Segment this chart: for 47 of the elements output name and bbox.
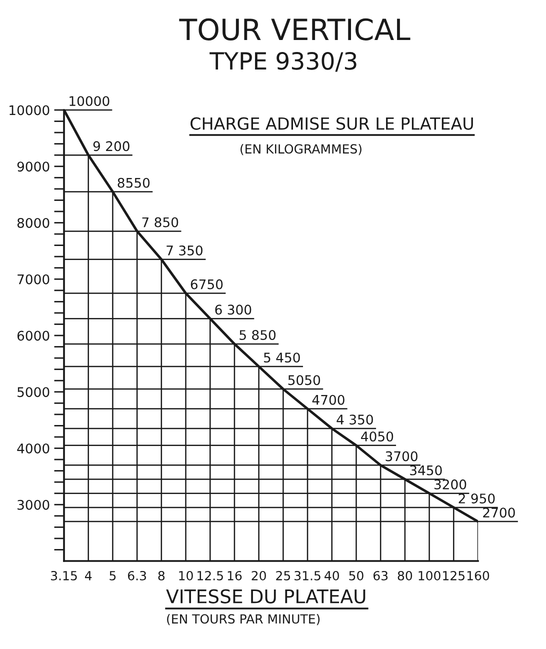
x-tick-label: 8: [158, 570, 165, 580]
y-tick-label: 4000: [17, 443, 50, 454]
x-axis-title: VITESSE DU PLATEAU (EN TOURS PAR MINUTE): [166, 589, 366, 626]
x-tick-label: 20: [252, 570, 266, 580]
x-tick-label: 125: [443, 570, 464, 580]
x-tick-label: 160: [467, 570, 490, 580]
x-tick-label: 10: [179, 570, 193, 580]
x-tick-label: 4: [84, 571, 92, 580]
data-label: 3200: [434, 479, 466, 490]
y-tick-label: 8000: [17, 218, 50, 228]
x-tick-label: 40: [324, 570, 340, 580]
y-tick-label: 3000: [18, 500, 50, 510]
data-label: 8550: [118, 178, 150, 188]
data-label: 10000: [70, 96, 110, 106]
data-label: 6 300: [215, 304, 252, 315]
x-tick-label: 12.5: [198, 570, 223, 580]
x-tick-label: 80: [398, 570, 412, 580]
data-label: 7 350: [166, 245, 202, 256]
data-label: 4700: [312, 394, 344, 405]
chart-subtitle: TYPE 9330/3: [210, 52, 356, 72]
data-label: 5 450: [264, 352, 300, 363]
y-tick-label: 9000: [17, 162, 50, 172]
data-label: 7 850: [142, 217, 178, 228]
chart-title: TOUR VERTICAL: [179, 18, 410, 40]
data-label: 6750: [190, 279, 223, 290]
x-tick-label: 16: [228, 570, 242, 580]
x-tick-label: 100: [418, 570, 440, 580]
y-tick-label: 10000: [10, 105, 50, 116]
data-label: 5050: [288, 375, 320, 386]
data-label: 3700: [386, 451, 418, 462]
data-label: 5 850: [240, 330, 276, 340]
x-tick-label: 5: [110, 571, 116, 580]
x-tick-label: 31.5: [294, 570, 320, 580]
data-label: 4050: [361, 432, 394, 442]
y-tick-label: 5000: [18, 387, 50, 398]
data-label: 3450: [410, 465, 442, 476]
x-tick-label: 63: [374, 570, 388, 580]
y-axis-title: CHARGE ADMISE SUR LE PLATEAU (EN KILOGRAMMES): [190, 117, 473, 156]
x-tick-label: 3.15: [51, 570, 77, 580]
x-tick-label: 25: [276, 570, 290, 580]
data-label: 4 350: [336, 414, 373, 425]
x-tick-label: 50: [349, 570, 364, 580]
x-tick-label: 6.3: [128, 570, 146, 580]
y-tick-label: 6000: [17, 330, 50, 341]
data-label: 9 200: [93, 141, 130, 152]
y-tick-label: 7000: [18, 274, 50, 284]
data-label: 2700: [483, 508, 515, 518]
